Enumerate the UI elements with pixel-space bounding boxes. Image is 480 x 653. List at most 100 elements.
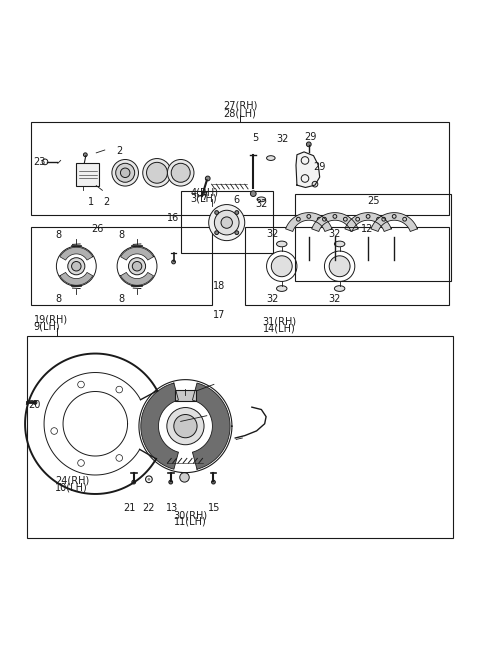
Circle shape	[68, 258, 85, 275]
Bar	[245, 227, 449, 305]
Circle shape	[171, 163, 190, 182]
Text: 30(RH): 30(RH)	[174, 511, 208, 520]
Circle shape	[221, 217, 232, 229]
Circle shape	[72, 261, 81, 271]
Text: 29: 29	[304, 132, 316, 142]
Text: 27(RH): 27(RH)	[223, 101, 257, 111]
Circle shape	[235, 231, 239, 234]
Ellipse shape	[276, 241, 287, 247]
Circle shape	[215, 231, 218, 234]
Circle shape	[147, 478, 150, 481]
Text: 29: 29	[313, 162, 326, 172]
Polygon shape	[141, 383, 179, 470]
Circle shape	[205, 176, 210, 181]
Circle shape	[235, 211, 239, 214]
Circle shape	[129, 258, 145, 275]
Polygon shape	[60, 247, 93, 260]
Circle shape	[215, 211, 218, 214]
Text: 17: 17	[213, 310, 225, 320]
Text: 13: 13	[166, 503, 178, 513]
Circle shape	[329, 256, 350, 277]
Text: 7: 7	[201, 192, 207, 202]
Circle shape	[180, 473, 189, 482]
Circle shape	[215, 210, 239, 235]
Text: 32: 32	[266, 229, 278, 239]
Text: 32: 32	[329, 229, 341, 239]
Circle shape	[306, 142, 311, 147]
Circle shape	[172, 260, 176, 264]
Bar	[180, 191, 273, 253]
Ellipse shape	[257, 197, 265, 202]
Circle shape	[112, 159, 138, 186]
Text: 32: 32	[329, 294, 341, 304]
Text: 3(LH): 3(LH)	[190, 194, 217, 204]
Circle shape	[168, 159, 194, 186]
Bar	[26, 336, 454, 537]
Ellipse shape	[335, 286, 345, 291]
Text: 22: 22	[143, 503, 155, 513]
Circle shape	[174, 415, 197, 438]
Circle shape	[146, 163, 168, 183]
Ellipse shape	[335, 241, 345, 247]
Text: 26: 26	[92, 224, 104, 234]
Text: 8: 8	[119, 230, 124, 240]
Text: 4(RH): 4(RH)	[190, 187, 218, 197]
Bar	[31, 123, 449, 215]
Text: 10(LH): 10(LH)	[55, 483, 88, 492]
Polygon shape	[371, 213, 418, 231]
Ellipse shape	[266, 155, 275, 161]
Circle shape	[143, 159, 171, 187]
Text: 8: 8	[56, 295, 62, 304]
Text: 8: 8	[119, 295, 124, 304]
Text: 5: 5	[252, 133, 258, 143]
Polygon shape	[345, 213, 391, 231]
Circle shape	[271, 256, 292, 277]
Text: 18: 18	[213, 281, 225, 291]
Text: 11(LH): 11(LH)	[174, 517, 207, 527]
Text: 8: 8	[56, 230, 62, 240]
Text: 9(LH): 9(LH)	[34, 321, 60, 332]
Polygon shape	[120, 247, 154, 260]
Polygon shape	[312, 213, 358, 231]
Text: 28(LH): 28(LH)	[224, 108, 256, 118]
Circle shape	[120, 168, 130, 178]
Circle shape	[212, 480, 216, 484]
Circle shape	[84, 153, 87, 157]
Text: 32: 32	[276, 134, 289, 144]
Polygon shape	[296, 152, 320, 187]
Text: 23: 23	[33, 157, 46, 167]
Circle shape	[169, 480, 173, 484]
Bar	[295, 194, 451, 281]
Bar	[175, 390, 196, 400]
Text: 2: 2	[103, 197, 109, 207]
Circle shape	[116, 163, 135, 182]
Text: 2: 2	[117, 146, 123, 156]
Text: 14(LH): 14(LH)	[263, 323, 296, 334]
Polygon shape	[286, 213, 332, 231]
Text: 15: 15	[208, 503, 221, 513]
Circle shape	[251, 191, 256, 197]
Ellipse shape	[276, 286, 287, 291]
Text: 12: 12	[361, 224, 373, 234]
Text: 31(RH): 31(RH)	[263, 317, 297, 326]
Text: 24(RH): 24(RH)	[55, 475, 89, 486]
Text: 32: 32	[266, 294, 278, 304]
Circle shape	[167, 407, 204, 445]
Polygon shape	[60, 272, 93, 285]
Circle shape	[312, 182, 318, 187]
Text: 19(RH): 19(RH)	[34, 315, 68, 325]
Bar	[31, 227, 212, 305]
Text: 6: 6	[233, 195, 239, 205]
Circle shape	[33, 400, 37, 404]
Text: 32: 32	[255, 199, 267, 209]
Text: 1: 1	[87, 197, 94, 207]
Bar	[76, 163, 99, 185]
Text: 21: 21	[124, 503, 136, 513]
Text: 16: 16	[168, 213, 180, 223]
Text: 20: 20	[28, 400, 41, 410]
Polygon shape	[192, 383, 230, 470]
Circle shape	[132, 480, 136, 484]
Polygon shape	[120, 272, 154, 285]
Circle shape	[132, 261, 142, 271]
Text: 25: 25	[368, 196, 380, 206]
